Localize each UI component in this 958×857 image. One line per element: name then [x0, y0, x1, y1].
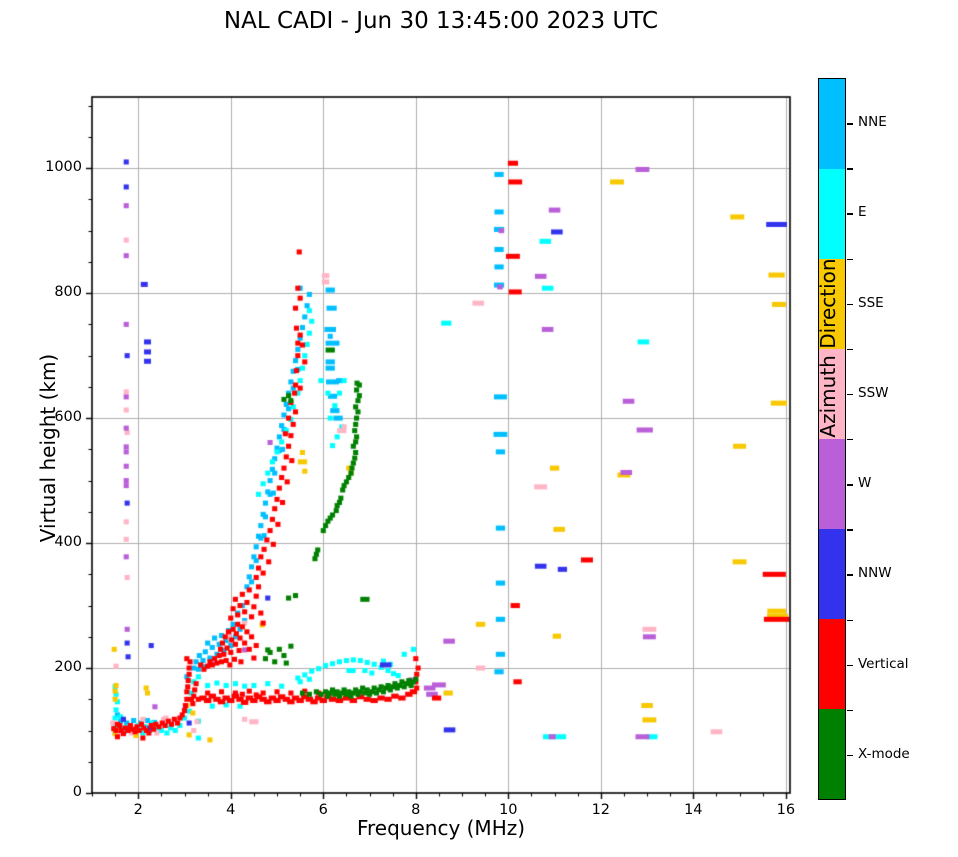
colorbar-tick [847, 484, 853, 486]
colorbar-boundary-tick [847, 619, 853, 621]
y-tick-label: 200 [54, 659, 82, 676]
colorbar-tick [847, 123, 853, 125]
y-tick-label: 1000 [45, 159, 82, 176]
x-tick-label: 12 [591, 802, 611, 818]
colorbar-tick-label: E [858, 204, 867, 221]
colorbar-segment-sse [819, 259, 845, 349]
colorbar-tick-label: X-mode [858, 745, 910, 762]
colorbar-tick [847, 393, 853, 396]
colorbar-tick [847, 213, 853, 215]
x-tick-label: 10 [499, 802, 518, 818]
colorbar-boundary-tick [847, 529, 853, 531]
colorbar-tick [847, 303, 853, 306]
y-axis-label: Virtual height (km) [36, 353, 60, 543]
colorbar-segment-ssw [819, 349, 845, 439]
colorbar-segment-nne [819, 79, 845, 169]
colorbar-boundary-tick [847, 168, 853, 170]
colorbar-segment-vertical [819, 619, 845, 709]
colorbar-tick-label: Vertical [858, 655, 909, 672]
y-tick-label: 400 [54, 534, 82, 551]
colorbar-tick [847, 664, 853, 667]
colorbar-tick-label: NNW [858, 565, 892, 582]
colorbar-tick [847, 754, 853, 757]
colorbar-tick-label: SSW [858, 384, 889, 401]
colorbar-label: Azimuth Direction [816, 258, 840, 438]
y-tick-label: 0 [72, 784, 82, 800]
colorbar-tick-label: SSE [858, 294, 884, 311]
y-tick-label: 800 [54, 284, 82, 301]
colorbar-tick [847, 574, 853, 576]
y-tick-label: 600 [54, 409, 82, 426]
colorbar-tick-label: W [858, 475, 872, 492]
colorbar-boundary-tick [847, 439, 853, 441]
colorbar-tick-label: NNE [858, 114, 887, 131]
x-tick-label: 16 [776, 802, 796, 818]
colorbar-boundary-tick [847, 258, 853, 260]
x-axis-label: Frequency (MHz) [356, 816, 526, 840]
chart-title: NAL CADI - Jun 30 13:45:00 2023 UTC [223, 8, 659, 34]
colorbar-boundary-tick [847, 709, 853, 712]
colorbar-segment-x-mode [819, 709, 845, 799]
x-tick-label: 4 [226, 802, 236, 818]
x-tick-label: 6 [318, 802, 328, 818]
colorbar-segment-e [819, 169, 845, 259]
colorbar-segment-nnw [819, 529, 845, 619]
x-tick-label: 2 [133, 802, 143, 818]
x-tick-label: 8 [411, 802, 421, 818]
x-tick-label: 14 [684, 802, 703, 818]
colorbar-boundary-tick [847, 348, 853, 351]
colorbar-segment-w [819, 439, 845, 529]
colorbar [818, 78, 846, 800]
